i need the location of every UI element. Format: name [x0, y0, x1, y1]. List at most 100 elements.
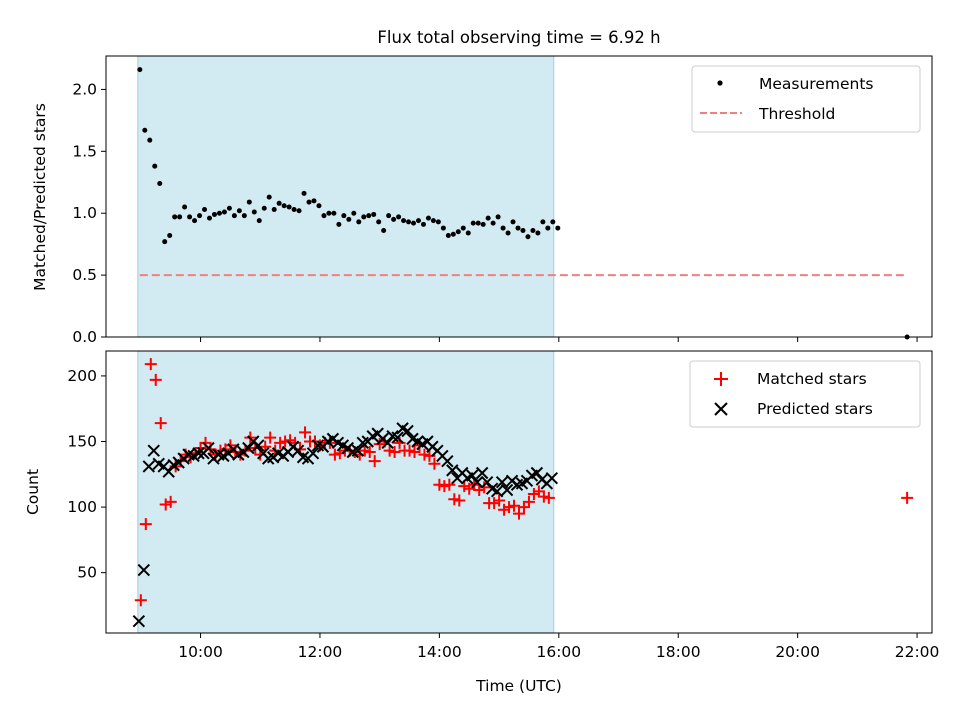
measurement-point — [490, 220, 496, 226]
legend-threshold-label: Threshold — [758, 105, 835, 123]
matched-star-point — [493, 494, 506, 507]
measurement-point — [177, 214, 183, 220]
matched-star-point — [408, 445, 421, 458]
measurement-point — [231, 213, 237, 219]
measurement-point — [157, 181, 163, 187]
bottom-x-tick-label: 16:00 — [536, 643, 581, 661]
measurement-point — [396, 214, 402, 220]
measurement-point — [137, 67, 143, 73]
legend-predicted-marker — [714, 402, 728, 416]
top-y-tick-label: 2.0 — [72, 80, 97, 98]
measurement-point — [147, 137, 153, 143]
bottom-y-axis: 50 100 150 200 — [67, 367, 106, 582]
top-y-tick-label: 1.0 — [72, 204, 97, 222]
predicted-star-point — [351, 444, 364, 457]
measurement-point — [475, 220, 481, 226]
measurement-point — [515, 225, 521, 231]
measurement-point — [406, 219, 412, 225]
measurement-point — [510, 219, 516, 225]
predicted-star-point — [147, 444, 160, 457]
predicted-star-point — [142, 460, 156, 473]
matched-star-point — [264, 431, 277, 444]
predicted-star-point — [306, 447, 320, 460]
legend-measurements-marker — [717, 80, 723, 86]
measurement-point — [356, 219, 362, 225]
measurement-point — [206, 215, 212, 221]
measurement-point — [221, 209, 227, 215]
top-y-tick-label: 0.0 — [72, 328, 97, 346]
matched-star-point — [139, 518, 152, 531]
predicted-star-point — [192, 447, 205, 460]
matched-star-point — [428, 457, 441, 470]
legend-predicted-label: Predicted stars — [757, 400, 873, 418]
measurement-point — [276, 200, 282, 206]
bottom-y-axis-label: Count — [24, 469, 42, 515]
matched-star-point — [542, 491, 555, 504]
bottom-x-tick-label: 10:00 — [178, 643, 223, 661]
top-legend-box — [691, 65, 921, 133]
bottom-plot-frame — [105, 350, 933, 634]
matched-star-point — [453, 494, 466, 507]
measurement-point — [226, 205, 232, 211]
measurement-point — [271, 206, 277, 212]
measurement-point — [445, 232, 451, 238]
measurement-point — [455, 229, 461, 235]
matched-star-point — [149, 373, 162, 386]
predicted-star-point — [446, 464, 459, 477]
top-y-tick-label: 1.5 — [72, 142, 97, 160]
measurement-point — [167, 232, 173, 238]
bottom-panel: 50 100 150 200 10:00 12:00 14:00 16:00 18:00 20:… — [24, 350, 939, 695]
predicted-star-point — [391, 431, 404, 444]
bottom-shaded-span — [137, 350, 555, 634]
predicted-star-point — [401, 424, 414, 438]
predicted-star-point — [162, 465, 175, 478]
measurement-point — [211, 211, 217, 217]
bottom-y-tick-label: 200 — [67, 367, 97, 385]
measurement-point — [401, 218, 407, 224]
measurement-point — [162, 239, 168, 245]
matched-star-point — [368, 455, 381, 468]
measurement-point — [386, 213, 392, 219]
predicted-star-point — [495, 475, 509, 489]
measurement-point — [500, 225, 506, 231]
measurement-point — [520, 228, 526, 234]
matched-star-point — [299, 426, 312, 439]
measurement-point — [291, 206, 297, 212]
bottom-x-tick-label: 20:00 — [775, 643, 820, 661]
measurement-point — [535, 230, 541, 236]
bottom-legend-box — [689, 360, 921, 428]
measurement-point — [142, 127, 148, 133]
measurement-point — [366, 213, 372, 219]
measurement-point — [246, 199, 252, 205]
matched-star-point — [522, 495, 535, 508]
measurement-point — [470, 220, 476, 226]
measurement-point — [485, 215, 491, 221]
bottom-legend: Matched stars Predicted stars — [689, 360, 921, 428]
predicted-star-point — [137, 563, 151, 577]
predicted-star-point — [480, 475, 494, 489]
measurement-point — [425, 215, 431, 221]
matched-star-point — [164, 495, 177, 508]
bottom-x-axis: 10:00 12:00 14:00 16:00 18:00 20:00 22:00 — [178, 633, 939, 661]
measurement-point — [316, 203, 322, 209]
measurement-point — [286, 204, 292, 210]
measurement-point — [266, 194, 272, 200]
measurement-point — [480, 221, 486, 227]
legend-matched-label: Matched stars — [757, 370, 867, 388]
predicted-star-point — [466, 469, 479, 482]
measurement-point — [306, 199, 312, 205]
matched-star-point — [901, 491, 914, 504]
bottom-x-tick-label: 12:00 — [298, 643, 343, 661]
measurement-point — [251, 209, 257, 215]
measurement-point — [192, 218, 198, 224]
measurement-point — [420, 221, 426, 227]
bottom-x-tick-label: 22:00 — [895, 643, 940, 661]
measurement-point — [256, 218, 262, 224]
top-measurements-series — [137, 67, 910, 340]
measurement-point — [440, 225, 446, 231]
predicted-star-point — [202, 441, 215, 455]
measurement-point — [152, 163, 158, 169]
top-legend: Measurements Threshold — [691, 65, 921, 133]
measurement-point — [495, 214, 501, 220]
